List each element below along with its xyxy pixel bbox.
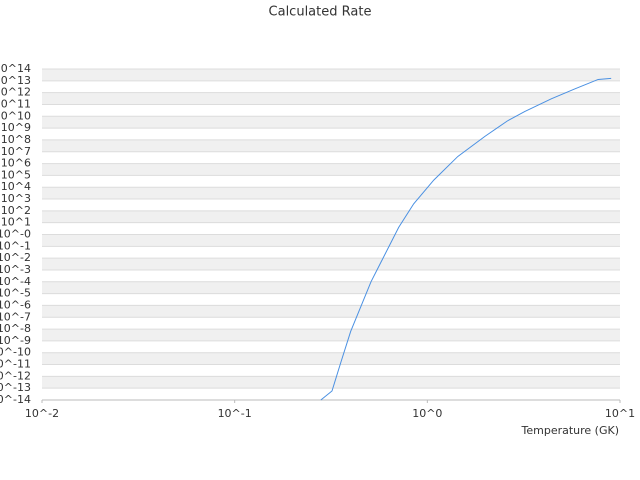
grid-band <box>42 163 620 176</box>
grid-band <box>42 376 620 389</box>
y-tick-label: 10^1 <box>1 216 31 229</box>
grid-band <box>42 305 620 318</box>
grid-band <box>42 187 620 200</box>
grid-band <box>42 80 620 93</box>
x-axis-label: Temperature (GK) <box>521 424 620 437</box>
x-tick-label: 10^1 <box>605 407 635 420</box>
grid-band <box>42 258 620 270</box>
grid-band <box>42 340 620 353</box>
grid-band <box>42 234 620 247</box>
y-tick-label: 10^-11 <box>0 358 31 371</box>
y-tick-label: 10^10 <box>0 109 31 122</box>
grid-band <box>42 69 620 81</box>
y-tick-label: 10^5 <box>1 168 31 181</box>
chart-title: Calculated Rate <box>269 5 372 20</box>
grid-band <box>42 175 620 188</box>
y-tick-label: 10^-2 <box>0 251 31 264</box>
y-tick-label: 10^-9 <box>0 334 31 347</box>
y-tick-label: 10^12 <box>0 86 31 99</box>
y-tick-label: 10^-3 <box>0 263 31 276</box>
grid-band <box>42 92 620 105</box>
y-tick-label: 10^-12 <box>0 369 31 382</box>
grid-band <box>42 246 620 259</box>
y-tick-label: 10^-4 <box>0 275 31 288</box>
grid-band <box>42 104 620 117</box>
y-tick-label: 10^14 <box>0 62 31 75</box>
y-tick-label: 10^9 <box>1 121 31 134</box>
grid-band <box>42 139 620 152</box>
y-tick-label: 10^11 <box>0 97 31 110</box>
y-tick-label: 10^-14 <box>0 393 31 406</box>
grid-band <box>42 317 620 330</box>
y-tick-label: 10^7 <box>1 145 31 158</box>
y-tick-label: 10^-7 <box>0 310 31 323</box>
y-tick-label: 10^-1 <box>0 239 31 252</box>
y-tick-label: 10^13 <box>0 74 31 87</box>
grid-band <box>42 222 620 235</box>
grid-band <box>42 128 620 140</box>
grid-band <box>42 293 620 306</box>
y-tick-label: 10^4 <box>1 180 31 193</box>
grid-band <box>42 199 620 211</box>
y-tick-label: 10^-6 <box>0 298 31 311</box>
y-tick-label: 10^8 <box>1 133 31 146</box>
grid-band <box>42 210 620 223</box>
grid-band <box>42 388 620 400</box>
y-tick-label: 10^2 <box>1 204 31 217</box>
y-tick-label: 10^-8 <box>0 322 31 335</box>
x-tick-label: 10^-1 <box>218 407 252 420</box>
y-tick-label: 10^3 <box>1 192 31 205</box>
x-tick-label: 10^-2 <box>25 407 59 420</box>
y-tick-label: 10^-13 <box>0 381 31 394</box>
data-line <box>320 77 612 401</box>
grid-band <box>42 281 620 294</box>
grid-band <box>42 352 620 365</box>
x-tick-label: 10^0 <box>412 407 442 420</box>
y-tick-label: 10^6 <box>1 157 31 170</box>
grid-band <box>42 329 620 341</box>
grid-band <box>42 269 620 282</box>
y-tick-label: 10^-0 <box>0 228 31 241</box>
y-tick-label: 10^-10 <box>0 346 31 359</box>
grid-band <box>42 116 620 129</box>
grid-band <box>42 364 620 377</box>
y-tick-label: 10^-5 <box>0 287 31 300</box>
grid-band <box>42 151 620 164</box>
